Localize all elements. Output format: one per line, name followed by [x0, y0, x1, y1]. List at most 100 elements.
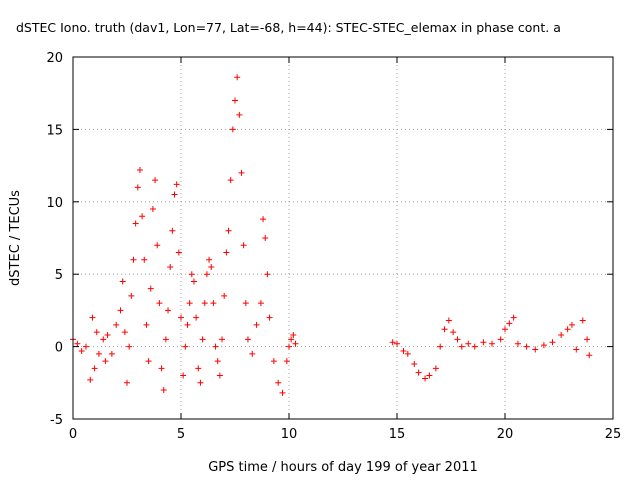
data-point [223, 249, 230, 256]
data-point [264, 271, 271, 278]
data-point [156, 300, 163, 307]
data-point [257, 300, 264, 307]
data-point [286, 343, 292, 350]
data-point [275, 379, 282, 386]
data-point [132, 220, 139, 227]
data-point [89, 314, 96, 321]
data-point [160, 387, 167, 394]
data-point [558, 332, 565, 339]
data-point [167, 263, 174, 270]
data-point [147, 285, 154, 292]
data-point [270, 358, 277, 365]
data-point [549, 339, 556, 346]
data-points [70, 74, 593, 396]
data-point [586, 352, 593, 359]
y-tick-label: 15 [46, 123, 63, 138]
data-point [394, 340, 400, 347]
data-point [162, 336, 169, 343]
data-point [195, 365, 202, 372]
data-point [458, 343, 465, 350]
y-tick-label: -5 [50, 413, 63, 428]
data-point [87, 376, 94, 383]
data-point [244, 336, 251, 343]
data-point [130, 256, 137, 263]
data-point [283, 358, 290, 365]
data-point [193, 314, 200, 321]
data-point [502, 326, 508, 333]
data-point [184, 321, 191, 328]
data-point [117, 307, 124, 314]
data-point [288, 336, 295, 343]
data-point [510, 314, 517, 321]
data-point [279, 389, 286, 396]
data-point [74, 340, 81, 347]
data-point [149, 206, 156, 213]
data-point [141, 256, 148, 263]
data-point [78, 347, 85, 354]
data-point [415, 369, 422, 376]
data-point [175, 249, 182, 256]
data-point [91, 365, 98, 372]
data-point [260, 216, 267, 223]
plot-frame [72, 56, 614, 420]
data-point [242, 300, 249, 307]
data-point [497, 336, 504, 343]
data-point [221, 292, 228, 299]
data-point [108, 350, 115, 357]
data-point [190, 278, 197, 285]
data-point [104, 332, 111, 339]
data-point [95, 350, 102, 357]
data-point [514, 340, 521, 347]
data-point [197, 379, 204, 386]
data-point [201, 300, 208, 307]
data-point [445, 317, 452, 324]
data-point [171, 191, 178, 198]
data-point [121, 329, 128, 336]
data-point [579, 317, 586, 324]
data-point [165, 307, 172, 314]
data-point [100, 336, 107, 343]
data-point [506, 320, 513, 327]
y-tick-label: 10 [46, 196, 63, 211]
data-point [290, 332, 297, 339]
data-point [219, 336, 226, 343]
data-point [206, 256, 213, 263]
data-point [93, 329, 100, 336]
data-point [523, 343, 530, 350]
data-point [186, 300, 193, 307]
data-point [404, 350, 411, 357]
data-point [400, 347, 407, 354]
data-point [102, 358, 109, 365]
data-point [178, 314, 184, 321]
data-point [584, 336, 591, 343]
data-point [238, 169, 245, 176]
data-point [158, 365, 165, 372]
x-tick-label: 10 [281, 427, 298, 442]
data-point [253, 321, 260, 328]
data-point [249, 350, 256, 357]
data-point [471, 343, 478, 350]
data-point [134, 184, 141, 191]
data-point [136, 166, 143, 173]
data-point [489, 340, 496, 347]
data-point [389, 339, 396, 346]
y-tick-label: 0 [55, 341, 63, 356]
axis-ticks: 0 5 10 15 20 25 -5 0 5 10 15 20 [46, 51, 621, 442]
data-point [426, 372, 433, 379]
data-point [143, 321, 150, 328]
data-point [124, 379, 130, 386]
data-point [266, 314, 273, 321]
data-point [188, 271, 195, 278]
x-axis-label: GPS time / hours of day 199 of year 2011 [208, 460, 478, 475]
data-point [568, 321, 575, 328]
data-point [432, 365, 439, 372]
data-point [212, 343, 219, 350]
data-point [437, 343, 444, 350]
x-tick-label: 0 [69, 427, 77, 442]
y-tick-label: 5 [55, 268, 63, 283]
grid-lines [73, 57, 613, 419]
x-tick-label: 15 [389, 427, 406, 442]
data-point [180, 372, 187, 379]
data-point [82, 343, 89, 350]
